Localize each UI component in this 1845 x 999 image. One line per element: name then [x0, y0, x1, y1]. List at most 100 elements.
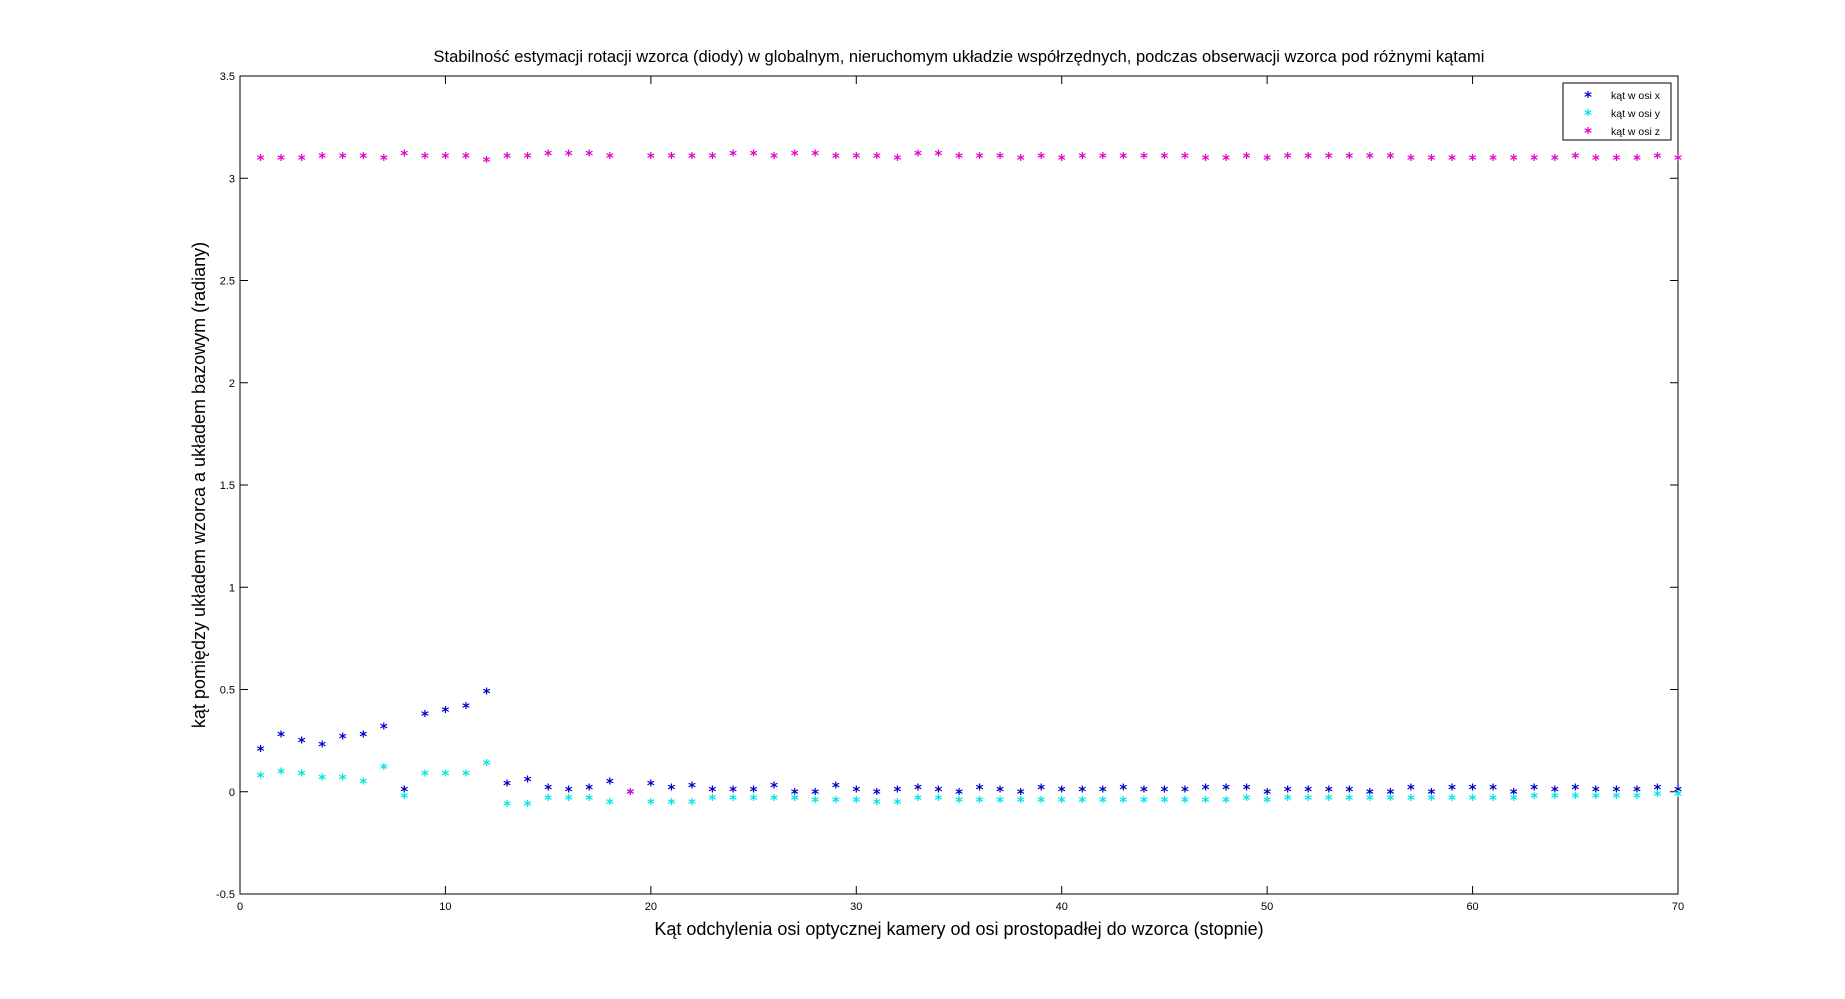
data-point: *: [257, 742, 265, 760]
data-point: *: [1345, 149, 1353, 167]
data-point: *: [1160, 793, 1168, 811]
data-point: *: [1222, 151, 1230, 169]
data-point: *: [1222, 793, 1230, 811]
data-point: *: [667, 781, 675, 799]
data-point: *: [585, 781, 593, 799]
x-tick-label: 50: [1261, 901, 1273, 913]
data-point: *: [339, 770, 347, 788]
data-point: *: [1674, 151, 1682, 169]
series-layer: * * * * * * * * * * * * * * * * * * * * * * * * * * * * * * * * * * * * * * * *…: [257, 147, 1682, 815]
data-point: *: [318, 770, 326, 788]
legend-label-z: kąt w osi z: [1611, 126, 1660, 138]
data-point: *: [359, 149, 367, 167]
data-point: *: [544, 791, 552, 809]
legend-marker-y: *: [1584, 106, 1592, 124]
legend-label-x: kąt w osi x: [1611, 90, 1661, 102]
data-point: *: [914, 791, 922, 809]
data-point: *: [1037, 781, 1045, 799]
data-point: *: [626, 785, 634, 803]
data-point: *: [483, 756, 491, 774]
data-point: *: [339, 149, 347, 167]
data-point: *: [935, 783, 943, 801]
data-point: *: [462, 699, 470, 717]
data-point: *: [565, 147, 573, 165]
data-point: *: [1181, 149, 1189, 167]
data-point: *: [1202, 781, 1210, 799]
data-point: *: [1386, 785, 1394, 803]
data-point: *: [1345, 783, 1353, 801]
data-point: *: [462, 766, 470, 784]
data-point: *: [1489, 151, 1497, 169]
chart-title: Stabilność estymacji rotacji wzorca (dio…: [434, 48, 1485, 66]
data-point: *: [893, 795, 901, 813]
legend-marker-x: *: [1584, 88, 1592, 106]
legend-box: [1562, 82, 1672, 141]
data-point: *: [1304, 149, 1312, 167]
data-point: *: [1222, 781, 1230, 799]
data-point: *: [976, 781, 984, 799]
data-point: *: [791, 147, 799, 165]
data-point: *: [1140, 149, 1148, 167]
data-point: *: [1037, 793, 1045, 811]
data-point: *: [1017, 151, 1025, 169]
data-point: *: [585, 147, 593, 165]
data-point: *: [318, 149, 326, 167]
series-2: * * * * * **** * *** * * * * *** * * * * * * * * * * * * * * * * * * * *…: [257, 756, 1682, 815]
data-point: *: [976, 793, 984, 811]
data-point: *: [503, 777, 511, 795]
data-point: *: [1202, 151, 1210, 169]
data-point: *: [647, 149, 655, 167]
data-point: *: [318, 738, 326, 756]
data-point: *: [1428, 785, 1436, 803]
y-tick-label: 2: [229, 378, 235, 390]
data-point: *: [914, 781, 922, 799]
data-point: *: [1469, 791, 1477, 809]
data-point: *: [1407, 781, 1415, 799]
data-point: *: [359, 775, 367, 793]
data-point: *: [1325, 149, 1333, 167]
data-point: *: [1633, 789, 1641, 807]
data-point: *: [791, 791, 799, 809]
data-point: *: [565, 791, 573, 809]
data-point: *: [380, 151, 388, 169]
data-point: *: [1078, 793, 1086, 811]
data-point: *: [1551, 151, 1559, 169]
data-point: *: [873, 149, 881, 167]
data-point: *: [1058, 151, 1066, 169]
data-point: *: [544, 781, 552, 799]
data-point: *: [750, 147, 758, 165]
x-axis-label: Kąt odchylenia osi optycznej kamery od o…: [654, 919, 1263, 939]
data-point: *: [483, 153, 491, 171]
data-point: *: [770, 779, 778, 797]
data-point: *: [524, 149, 532, 167]
data-point: *: [421, 707, 429, 725]
data-point: *: [811, 147, 819, 165]
data-point: *: [606, 775, 614, 793]
data-point: *: [1530, 781, 1538, 799]
data-point: *: [647, 795, 655, 813]
data-point: *: [585, 791, 593, 809]
data-point: *: [1263, 151, 1271, 169]
data-point: *: [1448, 151, 1456, 169]
data-point: *: [1078, 149, 1086, 167]
data-point: *: [893, 151, 901, 169]
data-point: *: [1058, 793, 1066, 811]
data-point: *: [1304, 791, 1312, 809]
data-point: *: [1448, 781, 1456, 799]
data-point: *: [996, 783, 1004, 801]
y-tick-label: 3.5: [220, 71, 235, 83]
data-point: *: [709, 783, 717, 801]
data-point: *: [873, 795, 881, 813]
data-point: *: [257, 151, 265, 169]
data-point: *: [1140, 793, 1148, 811]
data-point: *: [503, 149, 511, 167]
data-point: *: [1571, 789, 1579, 807]
data-point: *: [873, 785, 881, 803]
data-point: *: [729, 783, 737, 801]
data-point: *: [277, 151, 285, 169]
data-point: *: [1530, 789, 1538, 807]
data-point: *: [1304, 783, 1312, 801]
data-point: *: [688, 149, 696, 167]
data-point: *: [1489, 781, 1497, 799]
